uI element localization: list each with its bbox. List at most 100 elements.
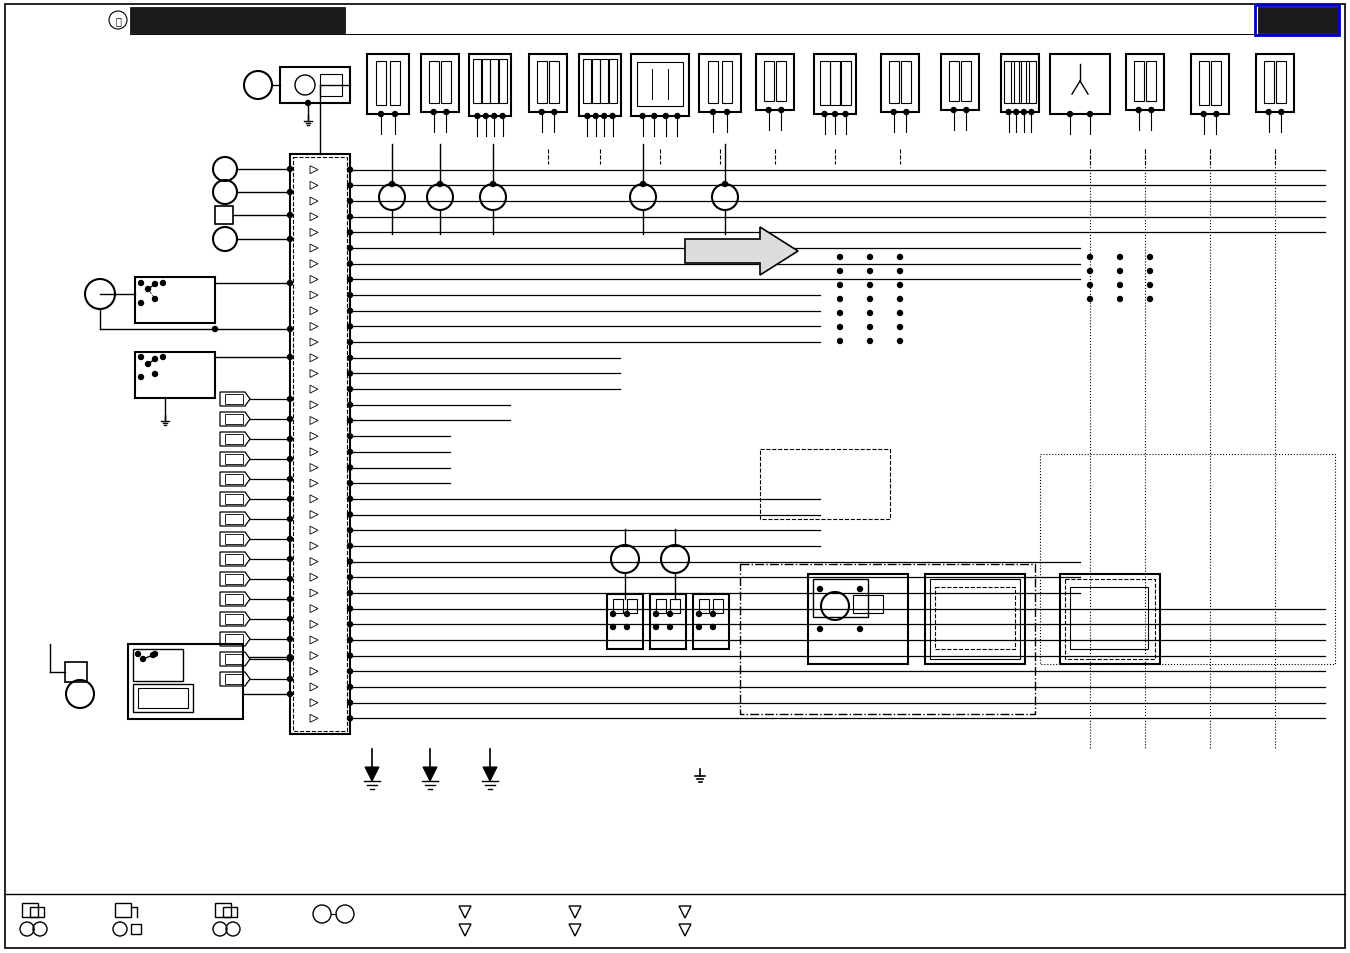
Circle shape (490, 182, 495, 188)
Circle shape (347, 246, 352, 252)
Bar (225, 615, 243, 624)
Circle shape (288, 597, 293, 602)
Circle shape (288, 168, 293, 172)
Circle shape (347, 372, 352, 376)
Bar (1060, 575, 1160, 664)
Circle shape (602, 114, 606, 119)
Circle shape (868, 312, 872, 316)
Bar (498, 60, 506, 104)
Bar (609, 60, 617, 104)
Polygon shape (423, 767, 437, 781)
Bar (941, 55, 979, 111)
Circle shape (1118, 283, 1122, 288)
Circle shape (161, 355, 166, 360)
Circle shape (857, 587, 863, 592)
Bar (223, 907, 238, 917)
Bar (1065, 579, 1156, 659)
Bar (529, 55, 567, 112)
Bar (225, 595, 243, 604)
Bar (579, 55, 621, 117)
Bar (131, 924, 140, 934)
Bar (1276, 62, 1287, 104)
Circle shape (288, 437, 293, 442)
Bar (830, 62, 840, 106)
Circle shape (483, 114, 489, 119)
Circle shape (150, 653, 155, 658)
Circle shape (1148, 269, 1153, 274)
Bar (601, 60, 609, 104)
Circle shape (347, 700, 352, 705)
Circle shape (868, 325, 872, 330)
Circle shape (1148, 297, 1153, 302)
Circle shape (288, 692, 293, 697)
Circle shape (610, 612, 616, 617)
Circle shape (347, 294, 352, 298)
Bar (537, 62, 547, 104)
Circle shape (288, 355, 293, 360)
Bar (591, 60, 599, 104)
Polygon shape (220, 553, 250, 566)
Circle shape (710, 625, 716, 630)
Bar (776, 62, 786, 102)
Circle shape (347, 481, 352, 486)
Circle shape (153, 372, 158, 377)
Bar (22, 903, 38, 917)
Polygon shape (220, 453, 250, 467)
Circle shape (663, 114, 668, 119)
Polygon shape (220, 513, 250, 526)
Circle shape (653, 625, 659, 630)
Circle shape (552, 111, 556, 115)
Circle shape (288, 213, 293, 218)
Circle shape (444, 111, 448, 115)
Bar (134, 649, 184, 681)
Circle shape (288, 457, 293, 462)
Circle shape (1088, 297, 1092, 302)
Circle shape (818, 627, 822, 632)
Circle shape (837, 297, 842, 302)
Bar (1000, 55, 1040, 112)
Circle shape (347, 685, 352, 690)
Circle shape (347, 544, 352, 549)
Circle shape (1266, 111, 1272, 115)
Bar (225, 495, 243, 504)
Circle shape (139, 281, 143, 286)
Bar (225, 655, 243, 664)
Circle shape (837, 312, 842, 316)
Circle shape (1006, 111, 1011, 115)
Bar (670, 599, 680, 614)
Circle shape (898, 269, 903, 274)
Bar (1191, 55, 1228, 115)
Circle shape (347, 403, 352, 408)
Bar (693, 595, 729, 649)
Circle shape (697, 612, 702, 617)
Circle shape (822, 112, 828, 117)
Bar (225, 475, 243, 484)
Bar (225, 555, 243, 564)
Circle shape (779, 109, 784, 113)
Circle shape (347, 184, 352, 189)
Circle shape (1202, 112, 1206, 117)
Bar (215, 903, 231, 917)
Bar (853, 596, 883, 614)
Circle shape (153, 357, 158, 362)
Bar (1134, 62, 1143, 102)
Circle shape (288, 417, 293, 422)
Polygon shape (220, 633, 250, 646)
Bar (441, 62, 451, 104)
Circle shape (288, 617, 293, 622)
Circle shape (898, 339, 903, 344)
Circle shape (833, 112, 837, 117)
Bar (888, 62, 899, 104)
Circle shape (393, 112, 397, 117)
Circle shape (837, 255, 842, 260)
Circle shape (153, 282, 158, 287)
Circle shape (868, 269, 872, 274)
Bar (1126, 55, 1164, 111)
Circle shape (135, 652, 140, 657)
Bar (130, 8, 346, 34)
Bar (809, 575, 909, 664)
Polygon shape (220, 573, 250, 586)
Bar (699, 55, 741, 112)
Bar (290, 154, 350, 734)
Circle shape (288, 191, 293, 195)
